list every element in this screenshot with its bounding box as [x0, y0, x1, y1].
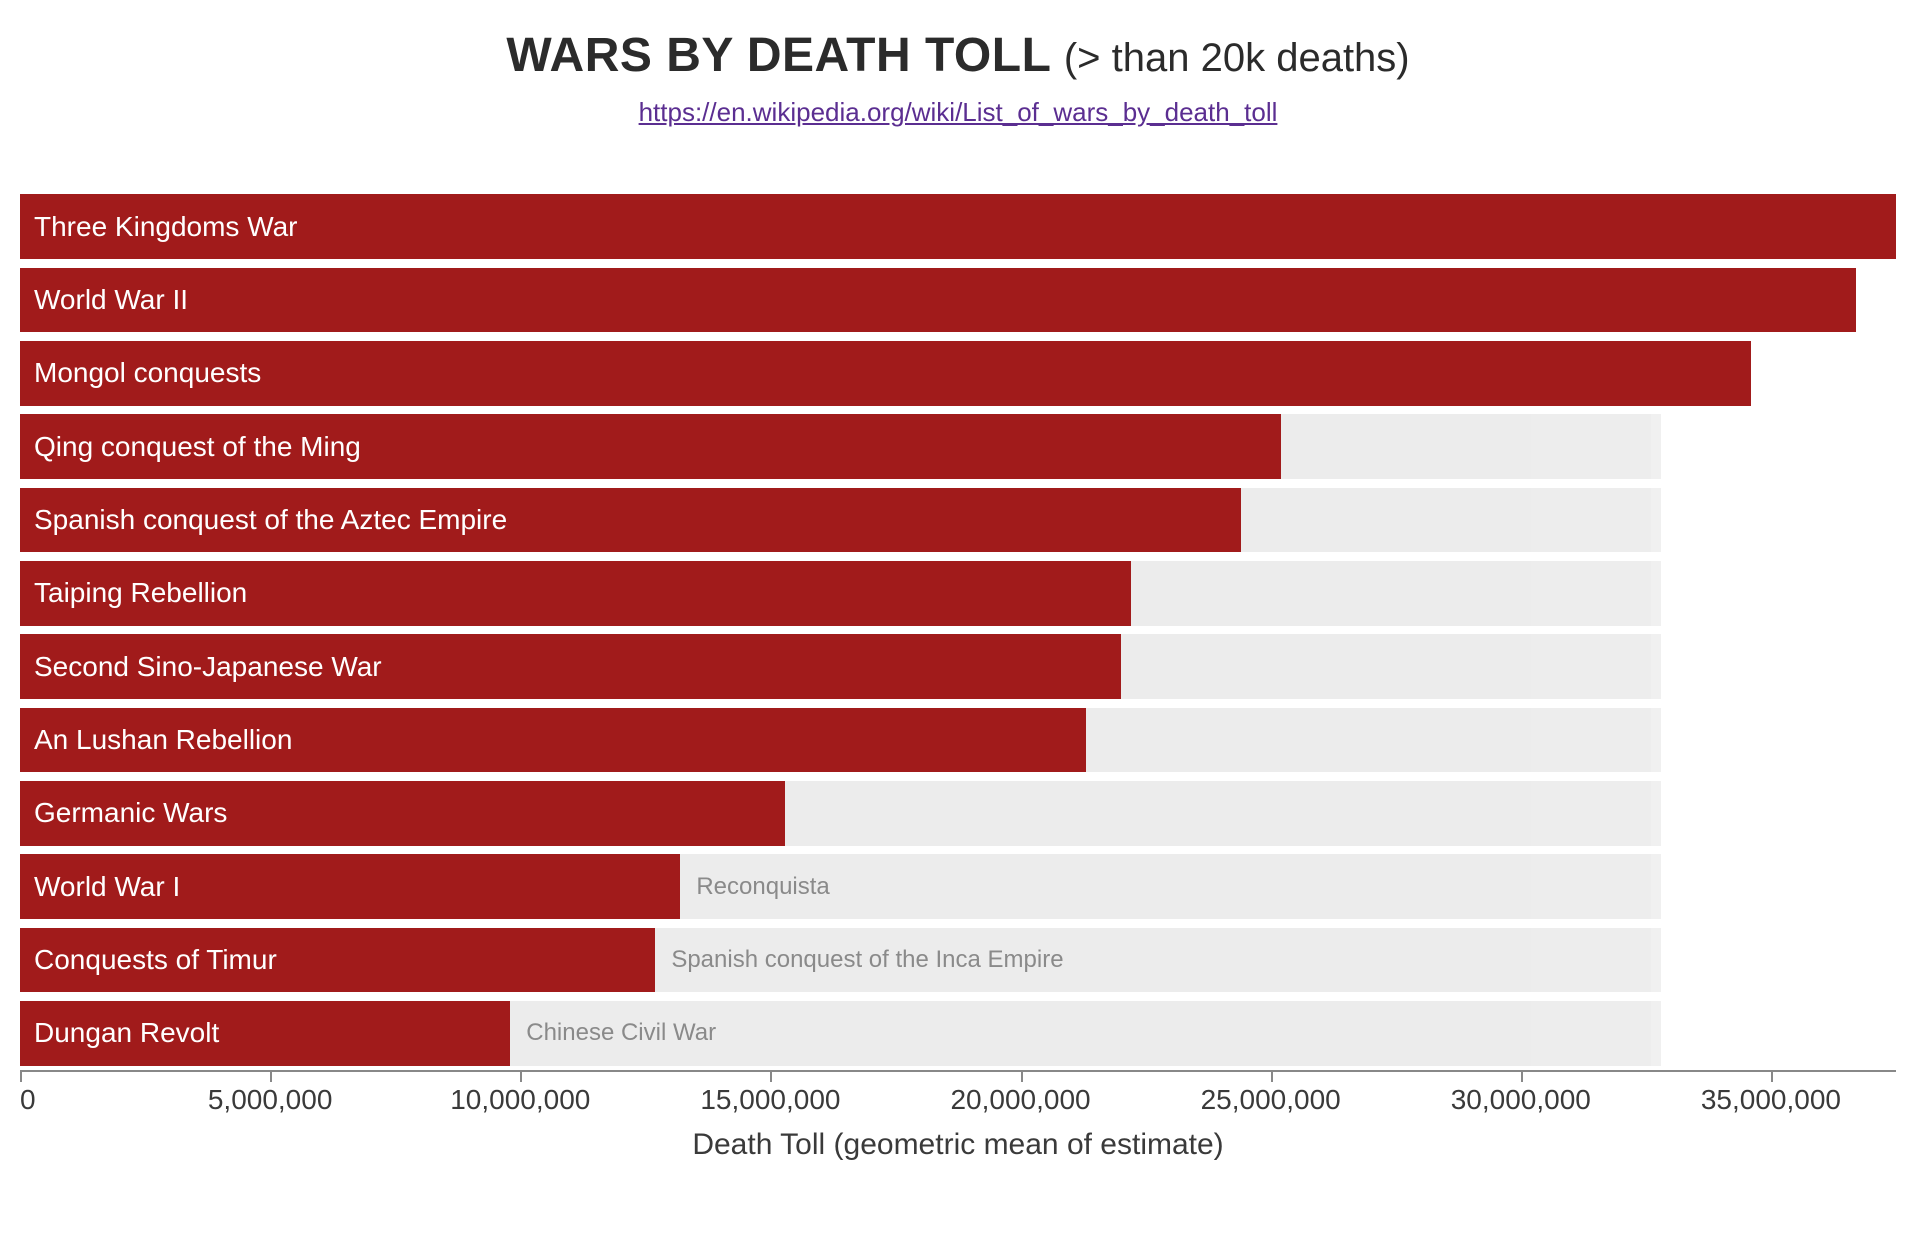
x-tick-label: 5,000,000 — [208, 1084, 333, 1116]
bar-row: World War I — [20, 854, 1896, 919]
x-tick-mark — [270, 1070, 272, 1082]
bar-row: Mongol conquests — [20, 341, 1896, 406]
primary-bar — [20, 194, 1896, 259]
bar-row: An Lushan Rebellion — [20, 708, 1896, 773]
primary-bar — [20, 268, 1856, 333]
x-tick-label: 35,000,000 — [1701, 1084, 1841, 1116]
x-tick-mark — [770, 1070, 772, 1082]
title-main: WARS BY DEATH TOLL — [506, 29, 1051, 82]
x-tick-label: 20,000,000 — [950, 1084, 1090, 1116]
x-tick-label: 25,000,000 — [1201, 1084, 1341, 1116]
title-sub: (> than 20k deaths) — [1064, 36, 1410, 80]
primary-bar — [20, 708, 1086, 773]
bar-row: Germanic Wars — [20, 781, 1896, 846]
chart-header: WARS BY DEATH TOLL (> than 20k deaths) h… — [0, 0, 1916, 128]
chart-title: WARS BY DEATH TOLL (> than 20k deaths) — [506, 28, 1409, 83]
bar-row: Spanish conquest of the Aztec Empire — [20, 488, 1896, 553]
primary-bar — [20, 488, 1241, 553]
primary-bar — [20, 928, 655, 993]
x-tick-label: 10,000,000 — [450, 1084, 590, 1116]
x-tick-label: 0 — [20, 1084, 36, 1116]
x-axis-title: Death Toll (geometric mean of estimate) — [20, 1128, 1896, 1162]
primary-bar — [20, 561, 1131, 626]
x-tick-mark — [1771, 1070, 1773, 1082]
primary-bar — [20, 781, 785, 846]
chart: ReconquistaSpanish conquest of the Inca … — [20, 190, 1896, 1200]
x-tick-mark — [20, 1070, 22, 1082]
bar-row: Dungan Revolt — [20, 1001, 1896, 1066]
source-link[interactable]: https://en.wikipedia.org/wiki/List_of_wa… — [0, 97, 1916, 128]
bar-row: World War II — [20, 268, 1896, 333]
bar-row: Qing conquest of the Ming — [20, 414, 1896, 479]
bar-row: Taiping Rebellion — [20, 561, 1896, 626]
primary-bar — [20, 634, 1121, 699]
bar-row: Three Kingdoms War — [20, 194, 1896, 259]
page: WARS BY DEATH TOLL (> than 20k deaths) h… — [0, 0, 1916, 1252]
bar-row: Second Sino-Japanese War — [20, 634, 1896, 699]
x-tick-mark — [1521, 1070, 1523, 1082]
x-tick-label: 30,000,000 — [1451, 1084, 1591, 1116]
bars-layer: ReconquistaSpanish conquest of the Inca … — [20, 190, 1896, 1070]
primary-bar — [20, 341, 1751, 406]
primary-bar — [20, 414, 1281, 479]
x-tick-label: 15,000,000 — [700, 1084, 840, 1116]
x-tick-mark — [1021, 1070, 1023, 1082]
x-tick-mark — [1271, 1070, 1273, 1082]
primary-bar — [20, 1001, 510, 1066]
primary-bar — [20, 854, 680, 919]
x-tick-mark — [520, 1070, 522, 1082]
bar-row: Conquests of Timur — [20, 928, 1896, 993]
plot-area: ReconquistaSpanish conquest of the Inca … — [20, 190, 1896, 1072]
